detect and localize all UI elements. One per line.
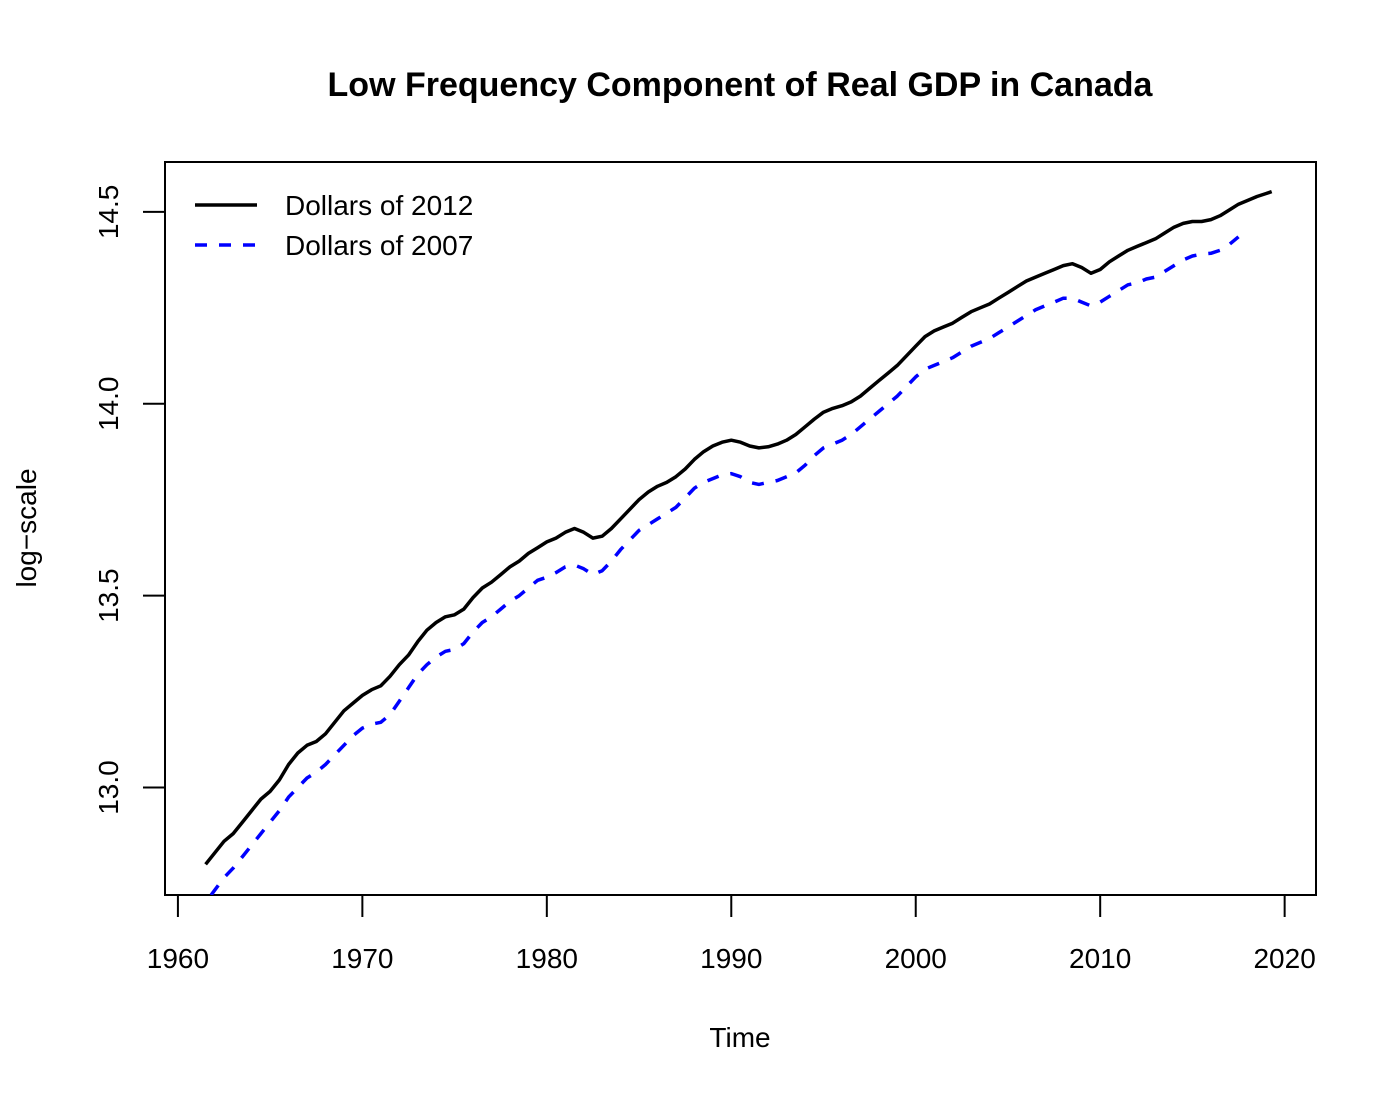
legend-label-2: Dollars of 2007 (285, 230, 473, 261)
y-axis-label: log−scale (11, 468, 42, 587)
y-tick-label: 13.5 (93, 568, 124, 623)
legend-label-1: Dollars of 2012 (285, 190, 473, 221)
series-line-1 (204, 189, 1273, 866)
x-tick-label: 2020 (1253, 943, 1315, 974)
legend: Dollars of 2012 Dollars of 2007 (195, 190, 473, 261)
x-axis: 1960 1970 1980 1990 2000 2010 2020 (147, 894, 1316, 974)
x-axis-label: Time (709, 1022, 770, 1053)
y-axis: 13.0 13.5 14.0 14.5 (93, 185, 165, 815)
y-tick-label: 13.0 (93, 760, 124, 815)
plot-frame (164, 161, 1317, 896)
x-tick-label: 1990 (700, 943, 762, 974)
x-tick-label: 1960 (147, 943, 209, 974)
x-tick-label: 2000 (885, 943, 947, 974)
x-tick-label: 1980 (516, 943, 578, 974)
x-tick-label: 1970 (331, 943, 393, 974)
series-line-2 (209, 235, 1240, 895)
y-tick-label: 14.5 (93, 185, 124, 240)
y-tick-label: 14.0 (93, 377, 124, 432)
chart-title: Low Frequency Component of Real GDP in C… (328, 66, 1154, 104)
series-layer (204, 189, 1273, 895)
x-tick-label: 2010 (1069, 943, 1131, 974)
